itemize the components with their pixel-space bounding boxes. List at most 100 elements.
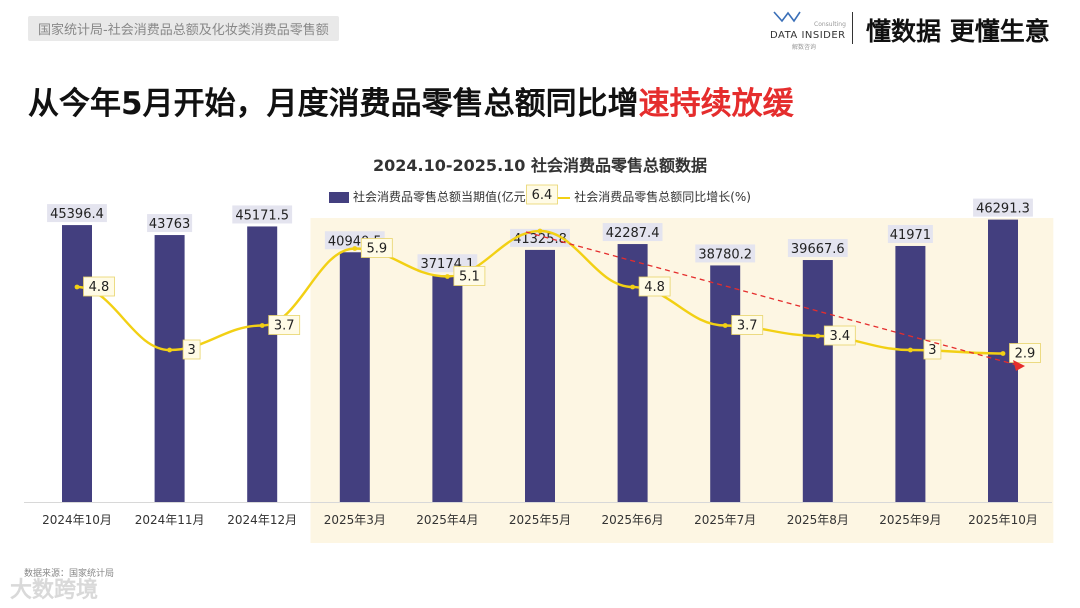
growth-label-bg xyxy=(83,276,115,297)
bar-2024年12月 xyxy=(247,226,278,502)
bar-label-2025年8月: 39667.6 xyxy=(787,239,848,258)
bar-2025年4月 xyxy=(432,275,463,502)
growth-label-bg xyxy=(923,339,942,360)
bar-label-text: 41325.8 xyxy=(513,232,567,247)
bar-label-text: 43763 xyxy=(149,217,190,232)
bar-label-text: 39667.6 xyxy=(791,242,845,257)
growth-point-2025年5月 xyxy=(537,228,543,234)
legend-swatch-bar xyxy=(329,192,349,203)
legend-item-line: 社会消费品零售总额同比增长(%) xyxy=(546,188,751,205)
growth-label-bg xyxy=(731,315,764,335)
growth-point-2025年4月 xyxy=(445,274,450,279)
trend-arrow-line xyxy=(525,231,1018,366)
bar-label-bg xyxy=(147,214,193,233)
headline-highlight: 速持续放缓 xyxy=(638,86,794,122)
growth-label-bg xyxy=(638,276,671,297)
chart-title: 2024.10-2025.10 社会消费品零售总额数据 xyxy=(373,156,707,175)
growth-label-text: 3 xyxy=(928,343,936,358)
bar-label-bg xyxy=(602,223,663,242)
bar-label-2025年6月: 42287.4 xyxy=(602,223,663,242)
growth-label-text: 3 xyxy=(187,343,195,358)
legend-label-bar: 社会消费品零售总额当期值(亿元) xyxy=(353,190,531,204)
headline-main: 从今年5月开始，月度消费品零售总额同比增 xyxy=(28,86,639,122)
bar-2025年8月 xyxy=(802,260,833,502)
growth-label-text: 4.8 xyxy=(89,280,110,295)
bar-2024年11月 xyxy=(154,235,185,502)
bar-label-text: 38780.2 xyxy=(698,247,752,262)
growth-label-bg xyxy=(823,325,856,346)
brand-divider xyxy=(852,12,853,44)
watermark: 大数跨境 xyxy=(10,578,99,603)
chart-legend: 社会消费品零售总额当期值(亿元) 社会消费品零售总额同比增长(%) xyxy=(0,188,1080,205)
growth-point-2025年9月 xyxy=(908,347,913,353)
bar-label-bg xyxy=(695,244,756,263)
growth-label-bg xyxy=(526,184,558,205)
growth-label-2025年10月: 2.9 xyxy=(1009,343,1041,363)
growth-point-2024年10月 xyxy=(74,284,80,290)
growth-point-2025年6月 xyxy=(630,284,635,290)
growth-point-2024年11月 xyxy=(167,347,173,353)
legend-item-bar: 社会消费品零售总额当期值(亿元) xyxy=(329,188,530,205)
bar-label-text: 42287.4 xyxy=(606,226,660,241)
x-tick-label-2025年5月: 2025年5月 xyxy=(509,513,571,527)
bar-label-2024年12月: 45171.5 xyxy=(232,205,293,224)
growth-point-2025年3月 xyxy=(352,246,358,251)
growth-point-2025年8月 xyxy=(815,333,821,339)
brand-name: DATA INSIDER xyxy=(770,30,846,41)
x-tick-label-2024年12月: 2024年12月 xyxy=(227,513,297,527)
bar-2025年5月 xyxy=(525,249,555,502)
growth-label-bg xyxy=(182,339,201,360)
data-source: 数据来源：国家统计局 xyxy=(24,569,115,579)
bar-label-text: 41971 xyxy=(890,228,931,243)
growth-label-2025年6月: 4.8 xyxy=(638,276,671,297)
growth-label-text: 3.7 xyxy=(737,319,758,334)
growth-label-2025年8月: 3.4 xyxy=(823,325,856,346)
growth-label-text: 5.9 xyxy=(366,242,387,257)
bar-label-2024年11月: 43763 xyxy=(147,214,193,233)
growth-label-2025年9月: 3 xyxy=(923,339,942,360)
logo-mark-icon xyxy=(773,11,801,23)
growth-label-text: 5.1 xyxy=(459,270,480,285)
growth-label-2024年10月: 4.8 xyxy=(83,276,115,297)
growth-label-2025年3月: 5.9 xyxy=(360,238,393,258)
bar-2025年9月 xyxy=(895,245,926,502)
growth-label-2024年12月: 3.7 xyxy=(268,315,301,335)
page-title: 从今年5月开始，月度消费品零售总额同比增速持续放缓 xyxy=(28,78,794,123)
bar-label-text: 45396.4 xyxy=(50,207,104,222)
brand-logo: Consulting DATA INSIDER 解数咨询 xyxy=(770,10,846,51)
x-tick-label-2025年4月: 2025年4月 xyxy=(416,513,478,527)
legend-label-line: 社会消费品零售总额同比增长(%) xyxy=(574,190,751,204)
growth-label-text: 6.4 xyxy=(532,188,553,203)
growth-label-2024年11月: 3 xyxy=(182,339,201,360)
x-tick-label-2025年6月: 2025年6月 xyxy=(602,513,664,527)
x-tick-label-2024年11月: 2024年11月 xyxy=(135,513,205,527)
growth-label-bg xyxy=(268,315,301,335)
x-tick-label-2025年8月: 2025年8月 xyxy=(787,513,849,527)
bar-label-bg xyxy=(47,204,107,223)
bar-2025年7月 xyxy=(710,265,741,502)
growth-label-text: 4.8 xyxy=(644,280,665,295)
bar-label-2025年9月: 41971 xyxy=(887,224,933,243)
bar-label-2025年7月: 38780.2 xyxy=(695,244,756,263)
growth-label-2025年4月: 5.1 xyxy=(453,266,486,286)
breadcrumb: 国家统计局-社会消费品总额及化妆类消费品零售额 xyxy=(28,16,339,41)
growth-label-2025年7月: 3.7 xyxy=(731,315,764,335)
brand-name-cn: 解数咨询 xyxy=(792,44,817,51)
growth-point-2025年7月 xyxy=(722,323,728,328)
bar-label-text: 45171.5 xyxy=(235,208,289,223)
bar-label-2025年10月: 46291.3 xyxy=(973,198,1033,217)
x-tick-label-2025年3月: 2025年3月 xyxy=(324,513,386,527)
slogan: 懂数据 更懂生意 xyxy=(866,17,1050,46)
x-tick-label-2025年7月: 2025年7月 xyxy=(694,513,756,527)
legend-swatch-line xyxy=(546,196,571,199)
growth-label-text: 3.7 xyxy=(274,319,295,334)
growth-point-2025年10月 xyxy=(1000,351,1006,356)
bar-label-bg xyxy=(887,224,933,243)
x-tick-label-2025年9月: 2025年9月 xyxy=(879,513,941,527)
growth-label-2025年5月: 6.4 xyxy=(526,184,558,205)
bar-label-2024年10月: 45396.4 xyxy=(47,204,107,223)
bar-2024年10月 xyxy=(62,225,92,502)
bar-label-text: 46291.3 xyxy=(976,202,1030,217)
trend-arrow-head xyxy=(1013,360,1025,371)
